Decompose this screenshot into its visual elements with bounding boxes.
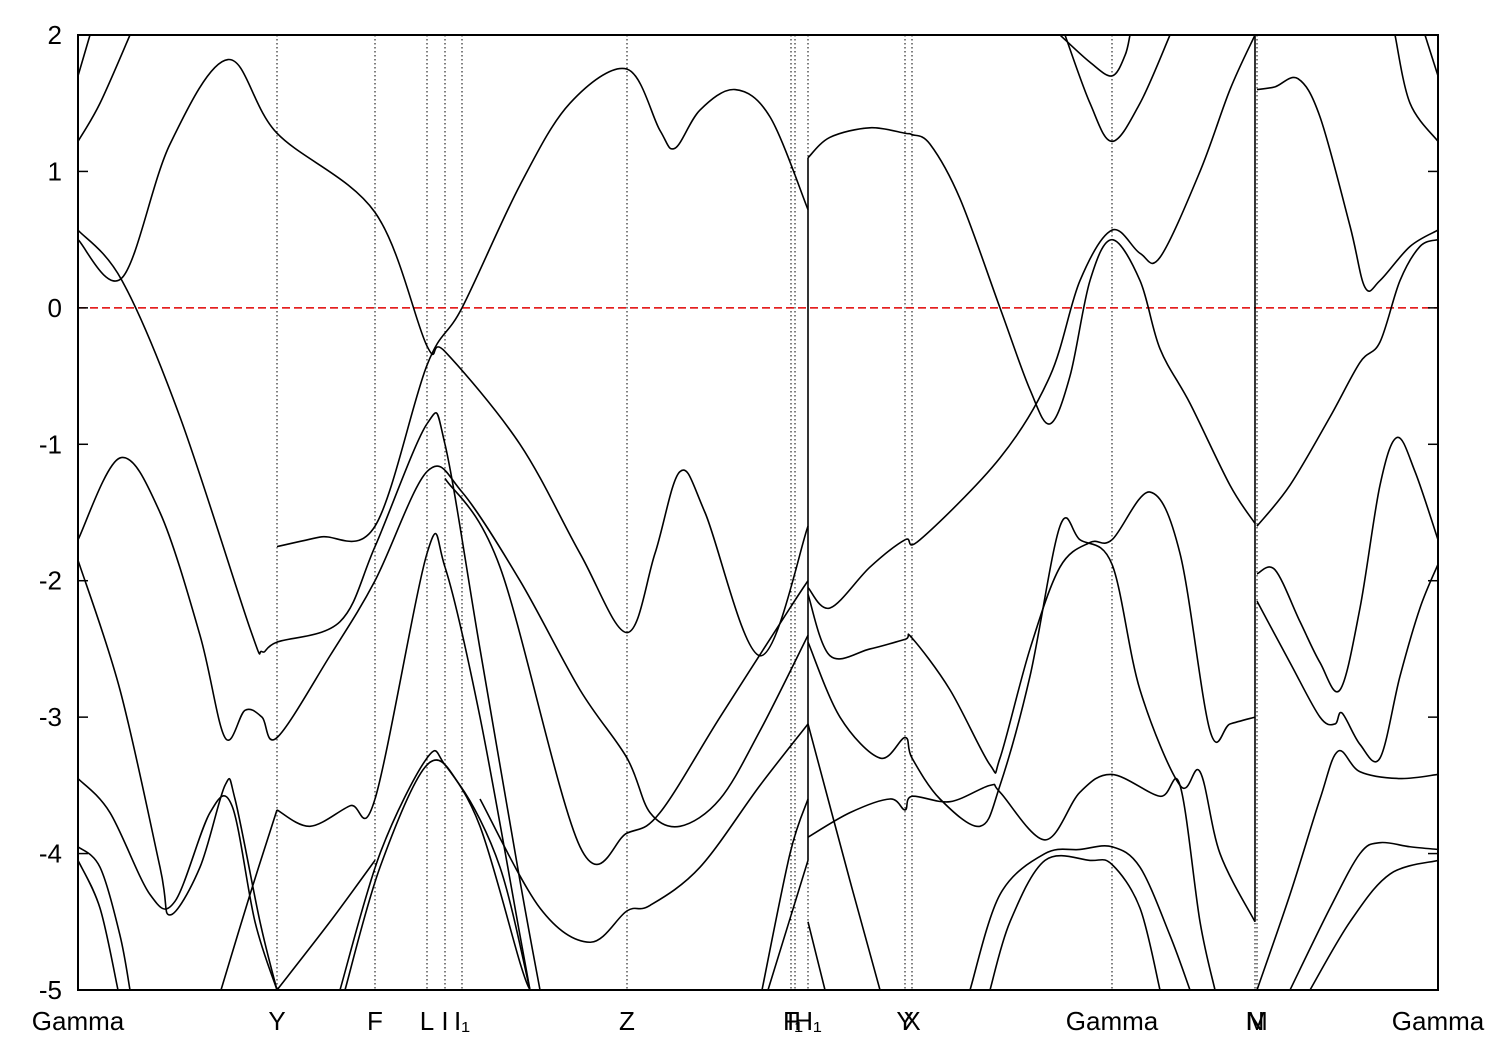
- x-tick-label: Gamma: [1066, 1006, 1159, 1036]
- x-tick-label: M: [1246, 1006, 1268, 1036]
- y-tick-label: -4: [39, 839, 62, 869]
- x-tick-label: N: [1246, 1006, 1265, 1036]
- band-line: [807, 126, 1256, 524]
- band-line: [1394, 35, 1438, 142]
- band-line: [807, 517, 1256, 923]
- x-tick-label: Gamma: [1392, 1006, 1485, 1036]
- band-line: [807, 921, 826, 990]
- x-tick-label: F: [783, 1006, 799, 1036]
- plot-frame: [77, 34, 1439, 991]
- x-tick-label: Gamma: [32, 1006, 125, 1036]
- band-line: [807, 35, 1256, 610]
- band-line: [78, 58, 809, 657]
- band-line: [1256, 749, 1438, 990]
- band-line: [1256, 564, 1438, 763]
- band-line: [78, 35, 131, 142]
- band-line: [1064, 35, 1171, 143]
- x-tick-label: I₁: [787, 1006, 803, 1036]
- y-tick-label: -1: [39, 429, 62, 459]
- y-tick-label: 0: [48, 293, 62, 323]
- band-line: [1256, 76, 1438, 292]
- x-tick-label: X: [903, 1006, 920, 1036]
- band-line: [344, 759, 531, 990]
- y-tick-label: -2: [39, 566, 62, 596]
- band-line: [807, 723, 881, 990]
- x-tick-label: Y: [268, 1006, 285, 1036]
- band-line: [479, 723, 809, 944]
- band-line: [78, 860, 119, 990]
- band-line: [78, 456, 809, 828]
- x-tick-label: F: [367, 1006, 383, 1036]
- x-tick-label: I: [441, 1006, 448, 1036]
- band-line: [1424, 35, 1438, 77]
- band-line: [78, 35, 91, 77]
- band-line: [807, 773, 1216, 990]
- band-line: [989, 854, 1161, 990]
- band-line: [761, 798, 809, 990]
- band-line: [220, 809, 278, 990]
- x-tick-label: H₁: [794, 1006, 822, 1036]
- band-line: [78, 777, 278, 990]
- x-tick-label: L: [420, 1006, 434, 1036]
- y-tick-label: -5: [39, 975, 62, 1005]
- band-line: [1256, 436, 1438, 693]
- x-tick-label: Y: [896, 1006, 913, 1036]
- y-tick-label: -3: [39, 702, 62, 732]
- y-tick-label: 1: [48, 156, 62, 186]
- band-line: [78, 846, 131, 990]
- band-line: [1289, 841, 1438, 990]
- band-line: [1309, 859, 1438, 990]
- band-line: [78, 229, 541, 990]
- band-line: [767, 860, 809, 990]
- grid-layer: [77, 35, 1439, 990]
- band-line: [78, 560, 278, 990]
- band-line: [1256, 238, 1438, 527]
- x-tick-label: I₁: [454, 1006, 470, 1036]
- band-line: [969, 844, 1191, 990]
- y-tick-label: 2: [48, 20, 62, 50]
- x-tick-label: Z: [619, 1006, 635, 1036]
- band-line: [276, 859, 376, 990]
- band-line: [444, 477, 809, 866]
- band-line: [276, 532, 531, 990]
- band-layer: [78, 35, 1438, 990]
- band-line: [807, 491, 1256, 774]
- band-line: [1059, 35, 1131, 77]
- band-line: [276, 67, 809, 548]
